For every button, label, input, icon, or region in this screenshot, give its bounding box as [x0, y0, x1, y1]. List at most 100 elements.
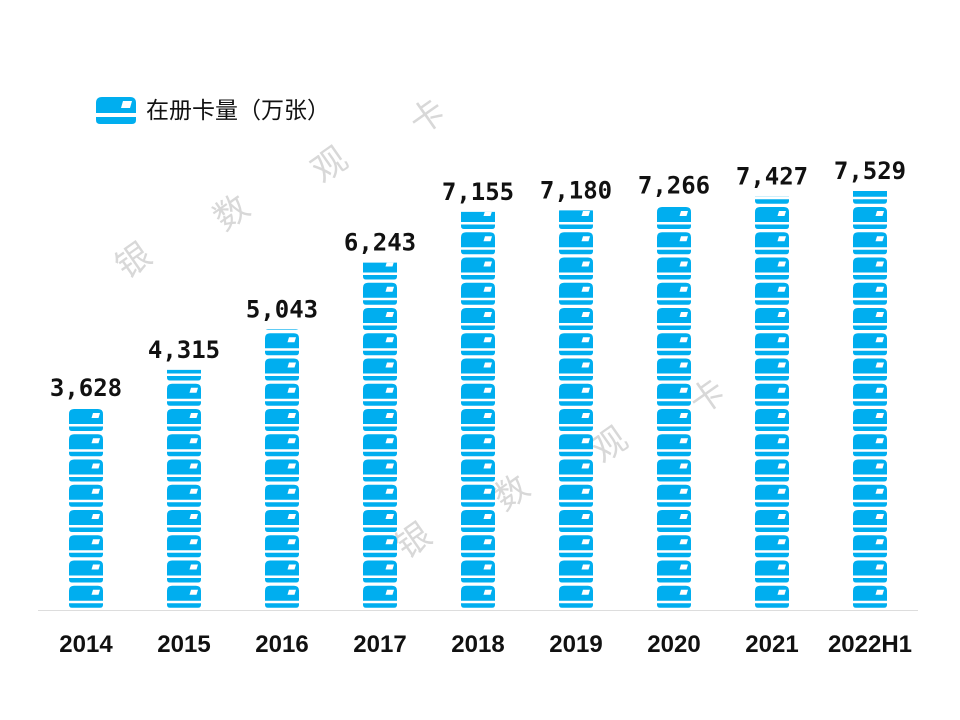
card-icon — [559, 308, 593, 330]
card-icon — [853, 535, 887, 558]
card-icon — [461, 383, 495, 406]
card-icon — [265, 329, 299, 330]
card-icon — [559, 383, 593, 406]
card-icon — [755, 358, 789, 381]
card-icon — [853, 383, 887, 406]
card-icon — [853, 257, 887, 280]
card-icon — [657, 535, 691, 558]
bar-2016 — [265, 329, 299, 608]
card-icon — [363, 409, 397, 431]
card-icon — [167, 459, 201, 482]
value-label: 7,155 — [442, 178, 514, 206]
card-icon — [559, 535, 593, 558]
card-icon — [755, 333, 789, 356]
card-icon — [265, 409, 299, 431]
card-icon — [363, 484, 397, 507]
card-icon — [853, 308, 887, 330]
card-icon — [167, 434, 201, 457]
card-icon — [853, 484, 887, 507]
card-icon — [461, 560, 495, 583]
card-icon — [853, 510, 887, 532]
card-icon — [755, 308, 789, 330]
card-icon — [559, 585, 593, 608]
card-icon — [755, 409, 789, 431]
x-tick-label: 2018 — [451, 631, 504, 658]
bar-2018 — [461, 211, 495, 608]
card-icon — [69, 535, 103, 558]
card-icon — [853, 282, 887, 305]
card-icon — [657, 585, 691, 608]
legend-card-icon — [96, 97, 136, 124]
card-icon — [559, 510, 593, 532]
card-icon — [657, 560, 691, 583]
legend: 在册卡量（万张） — [96, 97, 330, 124]
watermark-char: 数 — [206, 187, 257, 239]
card-icon — [265, 459, 299, 482]
card-icon — [755, 484, 789, 507]
card-icon — [657, 282, 691, 305]
card-icon — [69, 484, 103, 507]
card-icon — [265, 560, 299, 583]
bar-2017 — [363, 262, 397, 608]
card-icon — [755, 207, 789, 229]
watermark-char: 卡 — [402, 91, 453, 143]
card-icon — [461, 308, 495, 330]
card-icon — [363, 383, 397, 406]
card-icon — [69, 434, 103, 457]
card-icon — [363, 535, 397, 558]
card-icon — [265, 333, 299, 356]
card-icon — [69, 510, 103, 532]
card-icon — [461, 257, 495, 280]
card-icon — [363, 560, 397, 583]
card-icon — [559, 459, 593, 482]
card-icon — [265, 383, 299, 406]
card-icon — [559, 409, 593, 431]
card-icon — [559, 560, 593, 583]
card-icon — [167, 585, 201, 608]
bar-2015 — [167, 369, 201, 608]
card-icon — [853, 434, 887, 457]
card-icon — [657, 207, 691, 229]
card-icon — [657, 409, 691, 431]
x-tick-label: 2017 — [353, 631, 406, 658]
card-icon — [265, 484, 299, 507]
card-icon — [69, 560, 103, 583]
x-tick-label: 2020 — [647, 631, 700, 658]
card-icon — [657, 459, 691, 482]
card-icon — [461, 232, 495, 255]
card-icon — [363, 459, 397, 482]
watermark-char: 银 — [108, 235, 159, 287]
card-icon — [755, 282, 789, 305]
card-icon — [559, 232, 593, 255]
card-icon — [461, 358, 495, 381]
card-icon — [755, 383, 789, 406]
card-icon — [167, 383, 201, 406]
watermark-char: 观 — [304, 139, 355, 191]
card-icon — [853, 191, 887, 204]
card-icon — [167, 409, 201, 431]
card-icon — [461, 211, 495, 229]
card-icon — [755, 232, 789, 255]
value-label: 3,628 — [50, 374, 122, 402]
card-icon — [461, 585, 495, 608]
card-icon — [657, 358, 691, 381]
card-icon — [755, 510, 789, 532]
card-icon — [461, 434, 495, 457]
card-icon — [69, 585, 103, 608]
card-icon — [657, 308, 691, 330]
value-label: 7,180 — [540, 176, 612, 204]
bar-2021 — [755, 196, 789, 608]
card-icon — [657, 257, 691, 280]
bar-2014 — [69, 409, 103, 608]
card-icon — [461, 510, 495, 532]
card-icon — [363, 358, 397, 381]
card-icon — [363, 510, 397, 532]
card-icon — [363, 333, 397, 356]
card-icon — [265, 358, 299, 381]
card-icon — [461, 535, 495, 558]
card-icon — [853, 207, 887, 229]
card-icon — [853, 560, 887, 583]
card-icon — [461, 333, 495, 356]
